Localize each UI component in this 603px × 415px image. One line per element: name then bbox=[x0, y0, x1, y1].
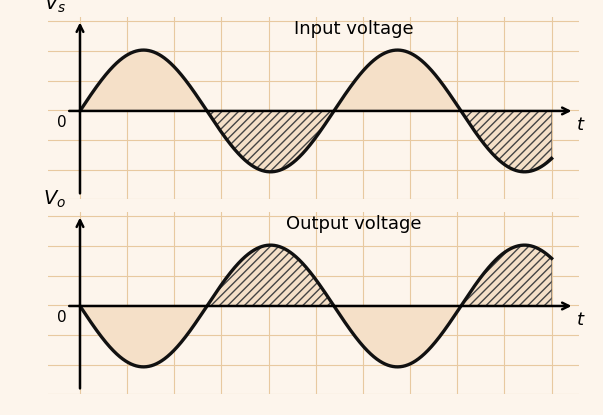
Text: Output voltage: Output voltage bbox=[286, 215, 421, 233]
Text: $V_o$: $V_o$ bbox=[43, 189, 66, 210]
Text: t: t bbox=[577, 116, 584, 134]
Text: 0: 0 bbox=[57, 115, 67, 130]
Text: $V_s$: $V_s$ bbox=[43, 0, 66, 15]
Text: 0: 0 bbox=[57, 310, 67, 325]
Text: Input voltage: Input voltage bbox=[294, 20, 414, 38]
Text: t: t bbox=[577, 311, 584, 329]
